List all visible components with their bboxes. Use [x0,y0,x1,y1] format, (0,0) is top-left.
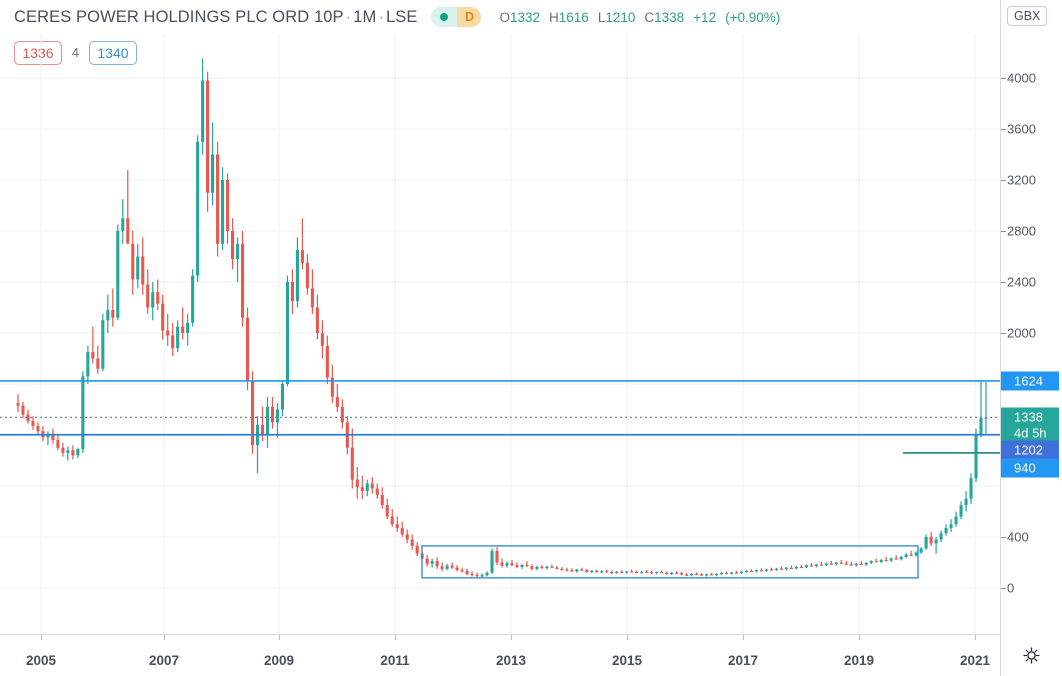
title-separator-2: · [378,7,384,26]
time-tick-mark [859,635,860,640]
interval-label[interactable]: 1M [353,7,377,26]
symbol-name: CERES POWER HOLDINGS PLC ORD 10P [14,7,344,26]
time-tick-mark [975,635,976,640]
bid-ask-row: 1336 4 1340 [14,41,137,65]
open-value: 1332 [509,9,541,25]
change-value: +12 [693,9,717,25]
price-tick-label: 400 [1007,529,1029,545]
price-tick-mark [1001,78,1006,79]
chart-settings-button[interactable] [1000,634,1062,676]
delayed-data-label: D [457,7,482,27]
time-tick-mark [627,635,628,640]
price-tick-label: 3600 [1007,121,1036,137]
open-group: O1332 [499,10,540,25]
price-tick-mark [1001,231,1006,232]
time-axis-label: 2007 [148,653,180,668]
change-percent: (+0.90%) [725,9,781,25]
close-group: C1338 [644,10,684,25]
time-tick-mark [743,635,744,640]
time-axis-label: 2009 [263,653,295,668]
low-value: 1210 [605,9,636,25]
chart-header: CERES POWER HOLDINGS PLC ORD 10P · 1M · LSE … [0,0,1062,34]
status-dot-wrap [431,7,458,27]
support-price-badge[interactable]: 1202 [1001,440,1059,460]
market-status-dot [440,13,449,21]
price-tick-label: 0 [1007,580,1015,596]
price-tick-mark [1001,588,1006,589]
open-label: O [499,9,510,25]
close-value: 1338 [654,9,685,25]
price-tick-label: 2000 [1007,325,1036,341]
price-axis[interactable]: GBX 4000 3600 3200 2800 2400 2000 400 0 1624 133… [1000,0,1062,640]
high-group: H1616 [549,10,589,25]
resistance-price-badge[interactable]: 1624 [1001,371,1059,391]
time-tick-mark [164,635,165,640]
bid-price-badge[interactable]: 1336 [14,41,62,65]
time-tick-mark [395,635,396,640]
symbol-title[interactable]: CERES POWER HOLDINGS PLC ORD 10P · 1M · LSE [14,8,417,27]
price-tick-mark [1001,180,1006,181]
gear-icon [1023,646,1040,664]
time-tick-mark [279,635,280,640]
close-label: C [644,9,655,25]
time-axis-label: 2011 [380,653,410,668]
data-source-badge[interactable]: D [431,7,482,27]
time-axis-label: 2015 [611,653,643,668]
chart-plot-area[interactable] [0,34,1000,634]
last-price-badge[interactable]: 1338 [1001,407,1059,427]
time-axis-label: 2021 [959,653,991,668]
currency-unit-badge[interactable]: GBX [1007,6,1048,26]
price-tick-mark [1001,333,1006,334]
spread-value: 4 [72,46,79,60]
ask-price-badge[interactable]: 1340 [88,41,137,65]
time-axis-label: 2017 [727,653,759,668]
price-tick-label: 3200 [1007,172,1036,188]
ohlc-legend: O1332 H1616 L1210 C1338 +12 (+0.90%) [499,10,780,25]
time-axis-label: 2019 [843,653,875,668]
level-price-badge[interactable]: 940 [1001,458,1059,478]
candlestick-canvas [0,34,1000,634]
price-tick-label: 4000 [1007,70,1036,86]
price-tick-mark [1001,129,1006,130]
title-separator-1: · [345,7,352,26]
time-tick-mark [511,635,512,640]
high-value: 1616 [558,9,589,25]
low-label: L [597,9,606,25]
exchange-label: LSE [385,7,418,26]
time-axis-label: 2005 [25,653,57,668]
time-axis-label: 2013 [495,653,527,668]
price-tick-label: 2400 [1007,274,1036,290]
time-axis[interactable]: 2005 2007 2009 2011 2013 2015 2017 2019 2021 [0,634,1000,676]
price-tick-label: 2800 [1007,223,1036,239]
price-tick-mark [1001,537,1006,538]
high-label: H [549,9,559,25]
low-group: L1210 [598,10,636,25]
countdown-badge[interactable]: 4d 5h [1001,423,1059,443]
time-tick-mark [41,635,42,640]
price-tick-mark [1001,282,1006,283]
